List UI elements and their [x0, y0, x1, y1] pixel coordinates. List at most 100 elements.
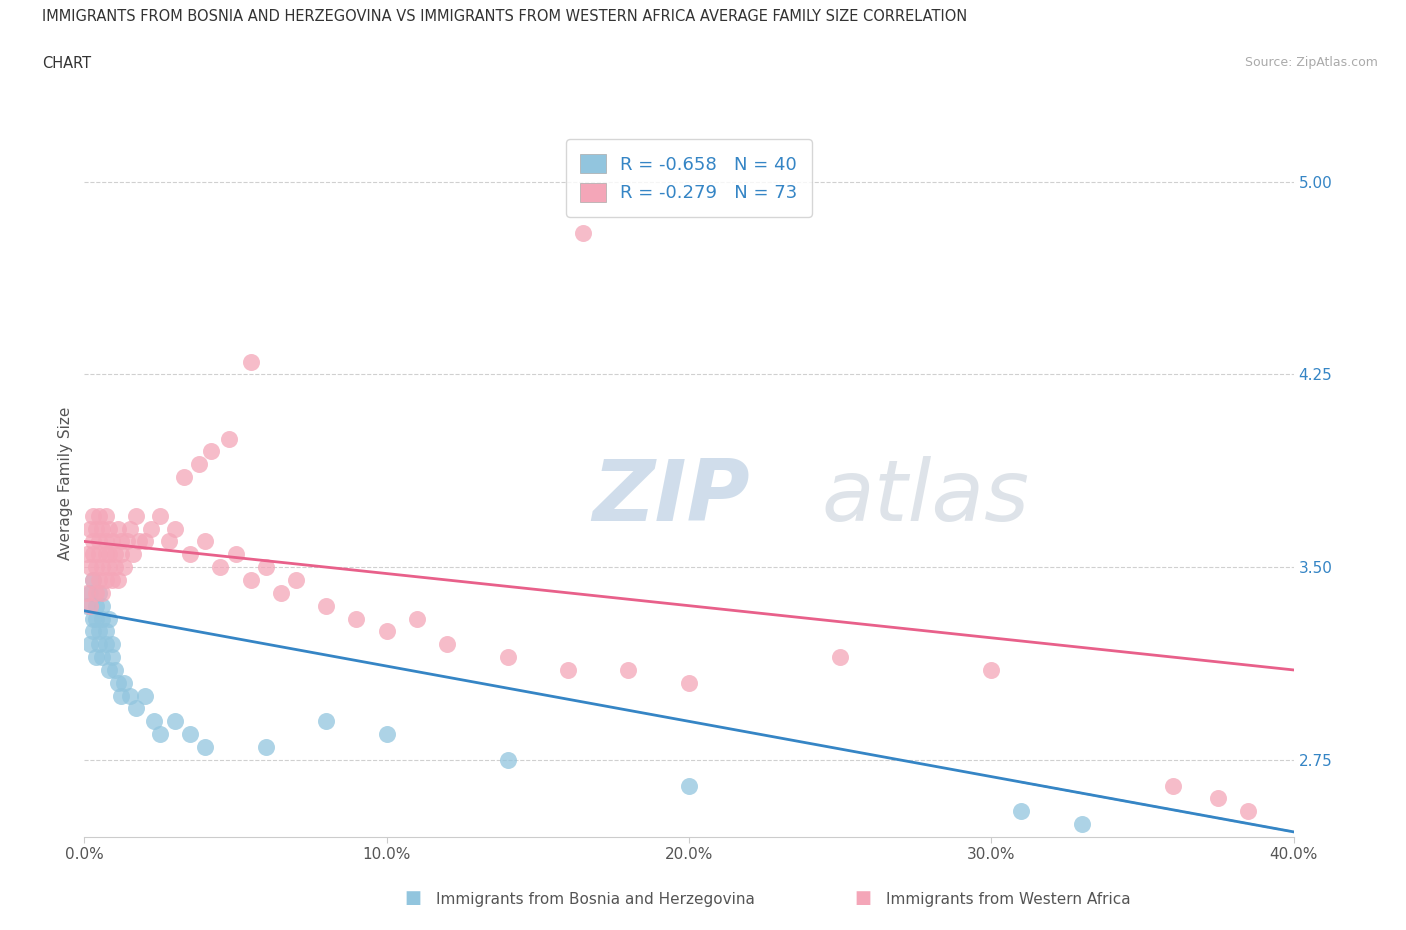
Y-axis label: Average Family Size: Average Family Size: [58, 407, 73, 560]
Point: [194, 534, 217, 549]
Point: [94, 573, 117, 588]
Point: [134, 688, 156, 703]
Point: [678, 778, 700, 793]
Point: [79, 521, 101, 536]
Point: [157, 534, 180, 549]
Point: [82, 534, 104, 549]
Point: [110, 534, 132, 549]
Point: [121, 547, 143, 562]
Point: [173, 470, 195, 485]
Point: [165, 714, 187, 729]
Point: [100, 650, 122, 665]
Point: [134, 534, 156, 549]
Point: [86, 560, 108, 575]
Text: Source: ZipAtlas.com: Source: ZipAtlas.com: [1244, 56, 1378, 69]
Point: [678, 675, 700, 690]
Point: [830, 650, 852, 665]
Point: [115, 534, 138, 549]
Point: [149, 726, 172, 741]
Point: [179, 547, 201, 562]
Point: [89, 547, 111, 562]
Point: [100, 637, 122, 652]
Text: CHART: CHART: [42, 56, 91, 71]
Point: [97, 547, 120, 562]
Point: [118, 521, 141, 536]
Point: [406, 611, 429, 626]
Point: [79, 560, 101, 575]
Point: [128, 534, 150, 549]
Point: [1237, 804, 1260, 818]
Point: [94, 509, 117, 524]
Point: [270, 585, 292, 600]
Point: [110, 688, 132, 703]
Point: [76, 598, 98, 613]
Legend: R = -0.658   N = 40, R = -0.279   N = 73: R = -0.658 N = 40, R = -0.279 N = 73: [567, 140, 811, 217]
Point: [107, 573, 129, 588]
Point: [200, 444, 222, 458]
Point: [375, 624, 398, 639]
Point: [89, 534, 111, 549]
Point: [239, 354, 262, 369]
Point: [97, 662, 120, 677]
Point: [285, 573, 308, 588]
Point: [125, 509, 148, 524]
Point: [100, 534, 122, 549]
Point: [86, 598, 108, 613]
Point: [179, 726, 201, 741]
Point: [89, 637, 111, 652]
Point: [1011, 804, 1033, 818]
Point: [86, 521, 108, 536]
Point: [107, 675, 129, 690]
Point: [82, 573, 104, 588]
Point: [94, 547, 117, 562]
Point: [100, 573, 122, 588]
Point: [79, 598, 101, 613]
Point: [86, 585, 108, 600]
Point: [82, 509, 104, 524]
Point: [1071, 817, 1094, 831]
Point: [94, 534, 117, 549]
Point: [89, 624, 111, 639]
Point: [82, 547, 104, 562]
Point: [149, 509, 172, 524]
Point: [194, 739, 217, 754]
Point: [104, 662, 127, 677]
Point: [346, 611, 368, 626]
Point: [79, 637, 101, 652]
Point: [572, 226, 595, 241]
Point: [315, 598, 337, 613]
Text: atlas: atlas: [823, 457, 1031, 539]
Point: [97, 611, 120, 626]
Point: [209, 560, 232, 575]
Point: [118, 688, 141, 703]
Point: [225, 547, 247, 562]
Point: [139, 521, 162, 536]
Point: [91, 521, 114, 536]
Point: [91, 611, 114, 626]
Point: [436, 637, 458, 652]
Point: [254, 739, 277, 754]
Point: [188, 457, 211, 472]
Point: [89, 585, 111, 600]
Point: [254, 560, 277, 575]
Point: [76, 547, 98, 562]
Point: [91, 560, 114, 575]
Point: [1161, 778, 1184, 793]
Point: [91, 585, 114, 600]
Text: ■: ■: [855, 889, 872, 907]
Point: [125, 701, 148, 716]
Point: [218, 432, 240, 446]
Point: [82, 624, 104, 639]
Point: [496, 650, 519, 665]
Point: [94, 624, 117, 639]
Point: [82, 611, 104, 626]
Point: [239, 573, 262, 588]
Point: [104, 560, 127, 575]
Point: [104, 547, 127, 562]
Point: [82, 573, 104, 588]
Point: [112, 675, 135, 690]
Point: [89, 573, 111, 588]
Point: [97, 560, 120, 575]
Point: [86, 611, 108, 626]
Text: ZIP: ZIP: [592, 457, 749, 539]
